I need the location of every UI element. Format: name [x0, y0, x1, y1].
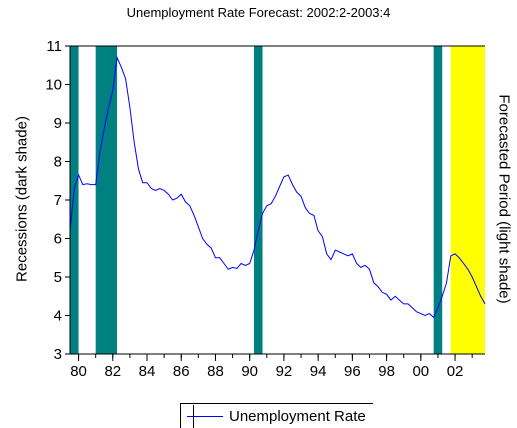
- legend-divider: [193, 405, 194, 428]
- y-tick-label-11: 11: [46, 38, 62, 55]
- x-tick-label-80: 80: [70, 363, 87, 380]
- x-axis-ticks: 80 82 84 86 88 90 92 94 96 98 00 02: [70, 354, 473, 380]
- y-tick-label-7: 7: [54, 192, 62, 209]
- recession-shade-2: [253, 46, 263, 354]
- x-tick-label-88: 88: [207, 363, 224, 380]
- chart-title: Unemployment Rate Forecast: 2002:2-2003:…: [126, 5, 391, 20]
- x-tick-label-86: 86: [173, 363, 190, 380]
- y2-axis-label: Forecasted Period (light shade): [495, 94, 513, 304]
- recession-shade-3: [433, 46, 443, 354]
- y-axis-label: Recessions (dark shade): [13, 116, 31, 282]
- legend-swatch-line: [187, 416, 223, 417]
- shaded-regions: [70, 46, 485, 354]
- y-axis-ticks: 3 4 5 6 7 8 9 10 11: [45, 38, 70, 363]
- x-tick-label-92: 92: [276, 363, 293, 380]
- recession-shade-1: [95, 46, 118, 354]
- y-tick-label-3: 3: [54, 346, 62, 363]
- y-tick-label-6: 6: [54, 231, 62, 248]
- y-tick-label-8: 8: [54, 154, 62, 171]
- legend: Unemployment Rate: [180, 403, 373, 428]
- series-lines: [69, 55, 486, 319]
- forecast-shade: [450, 46, 485, 354]
- legend-label: Unemployment Rate: [229, 408, 366, 425]
- recession-shade-0: [70, 46, 79, 354]
- x-tick-label-90: 90: [241, 363, 258, 380]
- x-tick-label-00: 00: [412, 363, 429, 380]
- y-tick-label-4: 4: [54, 308, 62, 325]
- x-tick-label-84: 84: [139, 363, 156, 380]
- x-tick-label-94: 94: [310, 363, 327, 380]
- y-tick-label-5: 5: [54, 269, 62, 286]
- plot-frame: [69, 45, 485, 355]
- x-tick-label-96: 96: [344, 363, 361, 380]
- y-tick-label-9: 9: [54, 115, 62, 132]
- y-tick-label-10: 10: [45, 77, 62, 94]
- x-tick-label-82: 82: [104, 363, 121, 380]
- x-tick-label-02: 02: [447, 363, 464, 380]
- series-line-0: [69, 55, 486, 319]
- x-tick-label-98: 98: [378, 363, 395, 380]
